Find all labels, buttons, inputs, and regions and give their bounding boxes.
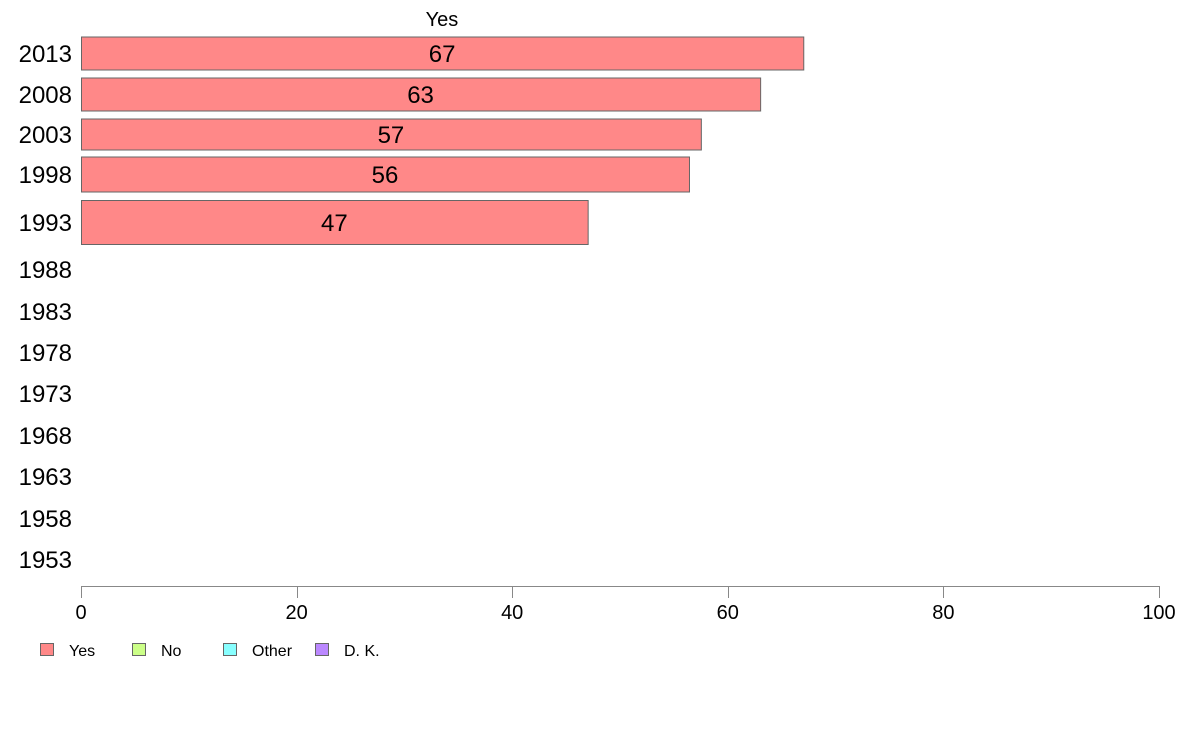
- legend: Yes No Other D. K.: [40, 643, 380, 660]
- category-label-1978: 1978: [19, 340, 72, 367]
- data-label-2003: 57: [378, 122, 405, 149]
- data-label-1993: 47: [321, 210, 348, 237]
- data-label-2008: 63: [407, 82, 434, 109]
- category-label-1993: 1993: [19, 210, 72, 237]
- legend-swatch-yes: [40, 643, 54, 656]
- category-label-2013: 2013: [19, 41, 72, 68]
- category-label-1983: 1983: [19, 299, 72, 326]
- category-labels: 2013 2008 2003 1998 1993 1988 1983 1978 1973 1968…: [19, 41, 72, 574]
- legend-swatch-d-k: [315, 643, 329, 656]
- x-tick-label-100: 100: [1142, 602, 1175, 624]
- bar-yes-2013: [81, 36, 805, 71]
- bar-yes-1998: [81, 156, 690, 193]
- bar-yes-2003: [81, 118, 702, 151]
- legend-swatch-no: [132, 643, 146, 656]
- data-label-1998: 56: [372, 162, 399, 189]
- category-label-1963: 1963: [19, 464, 72, 491]
- bar-yes-2008: [81, 77, 762, 112]
- category-label-1973: 1973: [19, 381, 72, 408]
- legend-label-other: Other: [252, 643, 293, 660]
- x-tick-label-60: 60: [717, 602, 739, 624]
- x-tick-label-0: 0: [75, 602, 86, 624]
- x-tick-label-20: 20: [285, 602, 307, 624]
- legend-label-d-k: D. K.: [344, 643, 380, 660]
- legend-swatch-other: [223, 643, 237, 656]
- category-label-1988: 1988: [19, 257, 72, 284]
- x-tick-label-80: 80: [932, 602, 954, 624]
- legend-label-yes: Yes: [69, 643, 95, 660]
- data-label-2013: 67: [429, 41, 456, 68]
- bars: [81, 36, 805, 245]
- bar-yes-1993: [81, 200, 589, 245]
- category-label-1958: 1958: [19, 506, 72, 533]
- x-tick-label-40: 40: [501, 602, 523, 624]
- legend-label-no: No: [161, 643, 182, 660]
- category-label-2008: 2008: [19, 82, 72, 109]
- category-label-1968: 1968: [19, 423, 72, 450]
- category-label-2003: 2003: [19, 122, 72, 149]
- column-title: Yes: [426, 9, 459, 31]
- category-label-1953: 1953: [19, 547, 72, 574]
- x-axis: 0 20 40 60 80 100: [75, 586, 1176, 624]
- category-label-1998: 1998: [19, 162, 72, 189]
